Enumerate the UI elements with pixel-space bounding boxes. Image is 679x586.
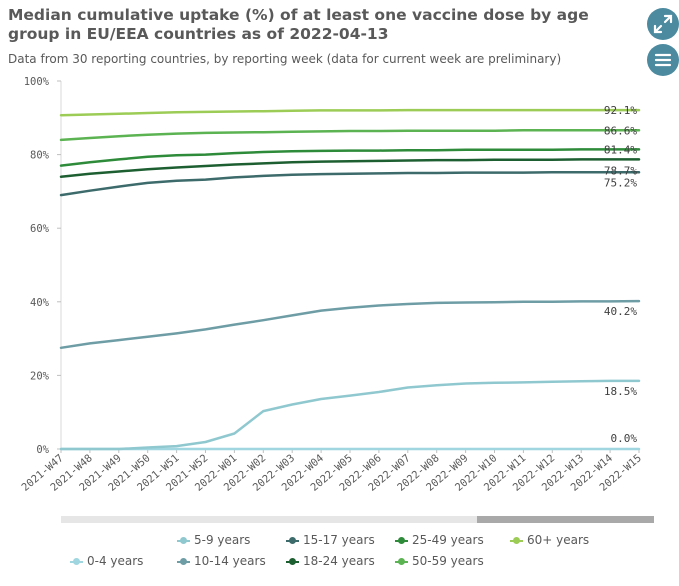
series-line-18-24-years [59,158,641,178]
legend-label: 5-9 years [194,533,251,547]
legend-item[interactable]: 15-17 years [286,533,375,547]
legend-label: 25-49 years [412,533,484,547]
legend-label: 18-24 years [303,554,375,568]
legend-item[interactable]: 25-49 years [395,533,484,547]
series-line-15-17-years [59,171,641,197]
legend-label: 60+ years [527,533,590,547]
expand-icon [653,14,673,34]
legend-label: 15-17 years [303,533,375,547]
series-line-60-years [59,108,641,117]
legend-swatch [395,557,408,565]
legend-label: 0-4 years [87,554,144,568]
y-tick-label: 0% [36,444,49,456]
end-label: 86.6% [604,124,637,137]
legend-swatch [177,536,190,544]
legend-swatch [70,557,83,565]
series-line-50-59-years [59,129,641,142]
y-tick-label: 60% [30,223,50,235]
legend-swatch [395,536,408,544]
legend-swatch [177,557,190,565]
chart-scrollbar-track[interactable] [61,516,654,523]
chart-title: Median cumulative uptake (%) of at least… [8,6,589,43]
end-label: 40.2% [604,305,637,318]
legend-item[interactable]: 10-14 years [177,554,266,568]
series-line-25-49-years [59,148,641,167]
y-tick-label: 100% [24,76,50,88]
menu-icon [654,53,672,67]
end-label: 81.4% [604,143,637,156]
legend-item[interactable]: 18-24 years [286,554,375,568]
y-tick-label: 40% [30,297,50,309]
series-line-10-14-years [59,299,641,350]
expand-button[interactable] [647,8,679,40]
end-label: 78.7% [604,164,637,177]
y-tick-label: 20% [30,370,50,382]
menu-button[interactable] [647,44,679,76]
end-label: 0.0% [611,432,638,445]
legend-swatch [510,536,523,544]
legend-item[interactable]: 5-9 years [177,533,250,547]
end-label: 75.2% [604,176,637,189]
legend-swatch [286,557,299,565]
legend-label: 10-14 years [194,554,266,568]
legend-item[interactable]: 0-4 years [70,554,143,568]
legend-label: 50-59 years [412,554,484,568]
end-label: 18.5% [604,385,637,398]
legend-item[interactable]: 60+ years [510,533,589,547]
legend-item[interactable]: 50-59 years [395,554,484,568]
y-tick-label: 80% [30,150,50,162]
chart-subtitle: Data from 30 reporting countries, by rep… [8,52,562,66]
legend-swatch [286,536,299,544]
end-label: 92.1% [604,104,637,117]
series-line-5-9-years [59,379,641,451]
chart-scrollbar-thumb[interactable] [477,516,654,523]
